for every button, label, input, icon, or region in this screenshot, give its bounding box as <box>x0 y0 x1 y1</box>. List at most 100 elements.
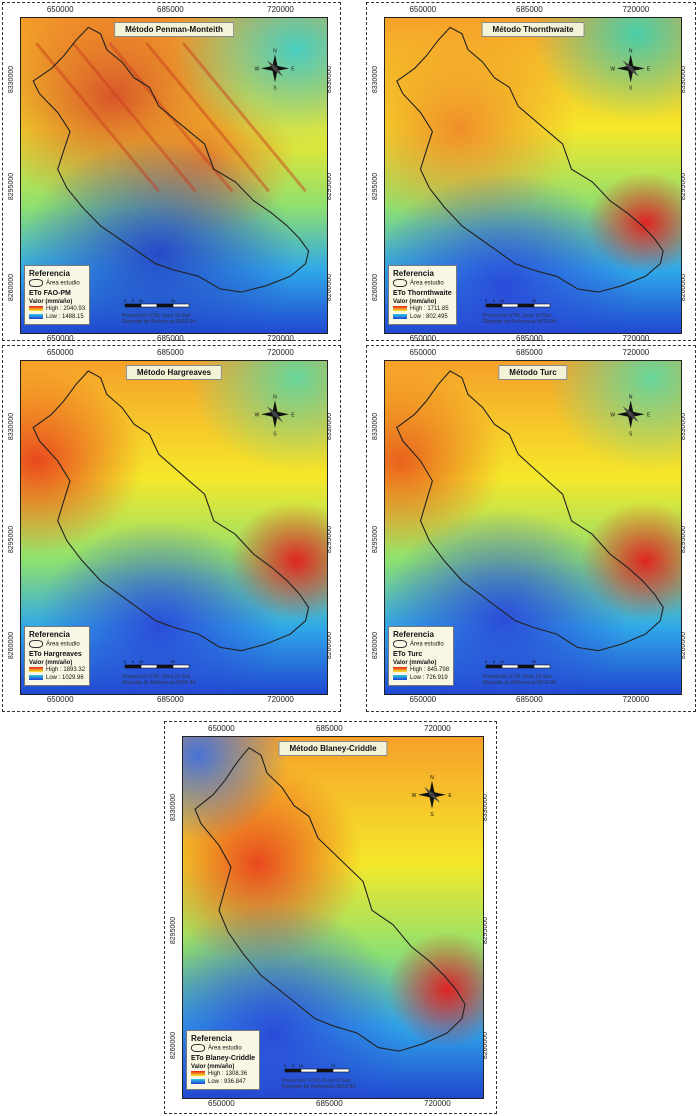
legend: Referencia Área estudio ETo Turc Valor (mm/… <box>388 626 455 687</box>
map-panel: 650000 650000 685000 685000 720000 720000 8330… <box>366 345 696 712</box>
legend-area-label: Área estudio <box>46 280 80 287</box>
surface-blob <box>547 361 681 471</box>
low-ramp-icon <box>191 1078 205 1084</box>
x-tick-label: 720000 <box>267 5 294 14</box>
surface-blob <box>174 18 327 151</box>
x-tick-label: 685000 <box>516 348 543 357</box>
map-frame: N S E W Método Penman-Monteith Referencia Área… <box>20 17 328 334</box>
x-tick-label: 650000 <box>409 334 437 343</box>
legend-valor-label: Valor (mm/año) <box>393 659 437 666</box>
x-tick-label: 720000 <box>424 724 451 733</box>
legend-low-row: Low : 936.847 <box>191 1078 255 1087</box>
scale-label: 10 <box>499 298 504 303</box>
low-ramp-icon <box>393 674 407 680</box>
scale-label: 10 <box>299 1063 304 1068</box>
legend-area-row: Área estudio <box>191 1044 255 1053</box>
map-title: Método Turc <box>498 365 568 380</box>
legend-area-row: Área estudio <box>29 279 85 288</box>
legend-valor-label: Valor (mm/año) <box>29 659 73 666</box>
x-tick-label: 720000 <box>267 695 294 704</box>
x-tick-label: 685000 <box>157 348 184 357</box>
study-area-outline <box>396 26 664 293</box>
legend-valor-label: Valor (mm/año) <box>393 298 437 305</box>
low-ramp-icon <box>29 313 43 319</box>
north-arrow-icon <box>418 780 446 809</box>
area-swatch-icon <box>29 640 43 648</box>
scale-label: 5 <box>292 1063 295 1068</box>
y-tick-label: 8330000 <box>170 794 178 822</box>
legend-heading: Referencia <box>393 630 434 639</box>
projection-line: Elipsoide de Referencia WGS-84 <box>482 319 557 325</box>
north-label: N <box>273 48 277 54</box>
x-tick-label: 685000 <box>157 695 184 704</box>
south-label: S <box>430 812 434 818</box>
map-panel: 650000 650000 685000 685000 720000 720000 8330… <box>2 2 341 343</box>
scale-label: 0 <box>124 298 127 303</box>
legend-low-row: Low : 1029.96 <box>29 674 85 683</box>
projection-note: Proyección UTM, Zona 19 Sud Elipsoide de … <box>483 674 556 686</box>
west-label: W <box>412 793 417 799</box>
map-panel: 650000 650000 685000 685000 720000 720000 8330… <box>2 345 341 712</box>
legend-high-row: High : 1308.36 <box>191 1071 255 1079</box>
map-title: Método Penman-Monteith <box>114 22 234 37</box>
mountain-ridge <box>71 42 197 193</box>
x-tick-label: 685000 <box>516 334 543 343</box>
scale-label: 20 <box>171 298 176 303</box>
legend-area-row: Área estudio <box>393 279 452 288</box>
x-tick-label: 650000 <box>208 1099 235 1108</box>
legend-area-label: Área estudio <box>46 641 80 648</box>
x-tick-label: 685000 <box>516 5 543 14</box>
projection-line: Elipsoide de Referencia WGS-84 <box>482 680 557 686</box>
east-label: E <box>647 66 651 72</box>
x-tick-label: 650000 <box>46 348 74 357</box>
eto-surface: N S E W <box>21 361 327 694</box>
projection-line: Proyección UTM, Zona 19 Sud <box>482 674 552 680</box>
scale-bar: 0 5 10 20 <box>483 658 553 672</box>
north-arrow-icon <box>616 400 645 429</box>
x-tick-label: 650000 <box>409 695 437 704</box>
surface-blob <box>387 931 483 1048</box>
scale-bar: 0 5 10 20 <box>122 297 192 311</box>
legend-heading: Referencia <box>29 630 70 639</box>
legend-high-value: High : 1893.32 <box>46 667 86 674</box>
x-tick-label: 650000 <box>409 5 437 14</box>
legend-valor-label: Valor (mm/año) <box>29 298 73 305</box>
legend-valor-label: Valor (mm/año) <box>191 1063 235 1070</box>
map-frame: N S E W Método Turc Referencia Área estudio ETo… <box>384 360 682 695</box>
legend-area-label: Área estudio <box>410 280 444 287</box>
projection-line: Elipsoide de Referencia WGS-84 <box>121 319 196 325</box>
x-tick-label: 720000 <box>622 5 650 14</box>
west-label: W <box>255 412 260 418</box>
projection-line: Proyección UTM, Zona 19 Sud <box>282 1078 351 1084</box>
x-tick-label: 720000 <box>622 334 650 343</box>
x-tick-label: 720000 <box>622 695 650 704</box>
legend-high-row: High : 1893.32 <box>29 667 85 675</box>
y-tick-label: 8260000 <box>372 273 380 302</box>
legend-heading: Referencia <box>393 269 434 278</box>
y-tick-label: 8295000 <box>8 525 16 553</box>
x-tick-label: 685000 <box>316 724 343 733</box>
x-tick-label: 720000 <box>267 348 294 357</box>
legend-low-value: Low : 802.495 <box>410 313 448 320</box>
y-tick-label: 8330000 <box>8 412 16 440</box>
study-area-outline <box>194 747 466 1052</box>
area-swatch-icon <box>393 279 407 287</box>
legend-eto-label: ETo Thornthwaite <box>393 290 452 298</box>
x-tick-label: 650000 <box>208 724 235 733</box>
legend-low-row: Low : 726.919 <box>393 674 449 683</box>
high-ramp-icon <box>29 306 43 312</box>
x-tick-label: 685000 <box>157 5 184 14</box>
x-tick-label: 685000 <box>516 695 543 704</box>
projection-line: Elipsoide de Referencia WGS-84 <box>282 1084 356 1090</box>
legend-eto-label: ETo Blaney-Criddle <box>191 1055 256 1063</box>
scale-label: 0 <box>485 659 488 664</box>
scale-label: 10 <box>139 298 144 303</box>
x-tick-label: 650000 <box>46 695 74 704</box>
legend-high-value: High : 2040.93 <box>46 306 86 313</box>
area-swatch-icon <box>191 1044 205 1052</box>
legend-high-value: High : 1711.85 <box>410 306 449 313</box>
legend-low-value: Low : 726.919 <box>410 674 448 681</box>
legend-heading: Referencia <box>29 269 70 278</box>
y-tick-label: 8260000 <box>8 632 16 660</box>
legend-eto-label: ETo FAO-PM <box>29 290 71 298</box>
